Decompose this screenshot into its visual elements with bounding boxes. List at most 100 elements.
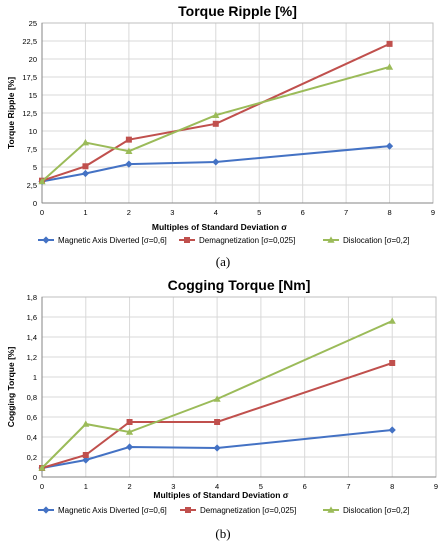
legend-marker: [185, 507, 191, 513]
series-3: [38, 317, 396, 471]
x-axis-label: Multiples of Standard Deviation σ: [153, 490, 288, 500]
data-point: [386, 40, 393, 47]
legend-marker: [184, 237, 190, 243]
data-point: [125, 428, 134, 435]
data-point: [212, 158, 220, 166]
legend-item: Magnetic Axis Diverted [σ=0,6]: [38, 506, 167, 515]
legend-marker: [327, 236, 335, 243]
data-point: [212, 111, 220, 118]
y-tick-label: 25: [29, 19, 37, 28]
data-point: [385, 63, 394, 70]
y-tick-label: 12,5: [22, 109, 37, 118]
legend-marker: [42, 236, 50, 244]
data-point: [125, 147, 133, 154]
x-tick-label: 0: [40, 482, 44, 491]
legend-marker: [42, 506, 50, 514]
y-tick-label: 0,2: [27, 453, 37, 462]
data-point: [82, 420, 90, 427]
data-point: [213, 444, 221, 452]
y-tick-label: 1,2: [27, 353, 37, 362]
data-point: [125, 443, 134, 451]
x-tick-label: 7: [344, 208, 348, 217]
y-tick-label: 0,8: [27, 393, 37, 402]
data-point: [385, 142, 394, 150]
y-tick-label: 1,8: [27, 293, 37, 302]
x-tick-label: 9: [431, 208, 435, 217]
x-tick-label: 6: [301, 208, 305, 217]
x-tick-label: 2: [127, 482, 131, 491]
x-tick-label: 3: [171, 482, 175, 491]
x-tick-label: 1: [83, 208, 87, 217]
x-tick-label: 3: [170, 208, 174, 217]
y-tick-label: 20: [29, 55, 37, 64]
legend-item: Dislocation [σ=0,2]: [323, 506, 410, 515]
y-tick-label: 0,6: [27, 413, 37, 422]
plot-area: 0 0,2 0,4 0,6 0,8 1 1,2 1,4 1,6 1,8 0 1 2 3 4 5 6 7 8 9: [27, 293, 439, 491]
y-tick-label: 1,4: [27, 333, 37, 342]
plot-frame: [41, 296, 437, 478]
data-point: [82, 452, 89, 458]
data-point: [388, 317, 396, 324]
x-tick-label: 5: [259, 482, 263, 491]
y-tick-label: 1: [33, 373, 37, 382]
y-axis-label: Cogging Torque [%]: [6, 347, 16, 428]
x-tick-label: 0: [40, 208, 44, 217]
y-tick-label: 17,5: [22, 73, 37, 82]
torque-ripple-chart: 0 2,5 5 7,5 10 12,5 15 17,5 20 22,5 25 0 1 2 3 4 5 6 7 8 9 T…: [6, 3, 435, 269]
legend-label: Demagnetization [σ=0,025]: [200, 506, 296, 515]
y-tick-label: 0: [33, 473, 37, 482]
data-point: [126, 419, 133, 425]
data-point: [82, 163, 89, 170]
data-point: [38, 464, 46, 471]
x-tick-label: 8: [390, 482, 394, 491]
y-tick-label: 22,5: [22, 37, 37, 46]
legend: Magnetic Axis Diverted [σ=0,6] Demagneti…: [38, 236, 410, 245]
legend-item: Dislocation [σ=0,2]: [323, 236, 410, 245]
x-tick-label: 8: [387, 208, 391, 217]
y-tick-label: 1,6: [27, 313, 37, 322]
y-tick-label: 10: [29, 127, 37, 136]
plot-area: 0 2,5 5 7,5 10 12,5 15 17,5 20 22,5 25 0 1 2 3 4 5 6 7 8 9: [22, 19, 435, 217]
data-point: [213, 395, 221, 402]
chart-title: Torque Ripple [%]: [178, 3, 297, 19]
y-tick-label: 0: [33, 199, 37, 208]
data-point: [82, 456, 90, 464]
series-3: [38, 63, 394, 185]
y-tick-label: 0,4: [27, 433, 37, 442]
x-tick-label: 1: [84, 482, 88, 491]
y-tick-label: 5: [33, 163, 37, 172]
legend-item: Magnetic Axis Diverted [σ=0,6]: [38, 236, 167, 245]
x-tick-label: 4: [215, 482, 219, 491]
y-axis-label: Torque Ripple [%]: [6, 77, 16, 149]
legend-label: Magnetic Axis Diverted [σ=0,6]: [58, 236, 167, 245]
legend-label: Magnetic Axis Diverted [σ=0,6]: [58, 506, 167, 515]
x-tick-label: 2: [127, 208, 131, 217]
data-point: [214, 419, 221, 425]
data-point: [38, 177, 46, 185]
y-tick-label: 2,5: [27, 181, 37, 190]
x-tick-label: 6: [303, 482, 307, 491]
data-point: [389, 360, 396, 366]
legend-label: Dislocation [σ=0,2]: [343, 236, 410, 245]
legend-marker: [327, 506, 335, 513]
figure-caption: (a): [216, 254, 230, 269]
x-tick-label: 5: [257, 208, 261, 217]
data-point: [212, 120, 219, 127]
y-tick-label: 7,5: [27, 145, 37, 154]
y-tick-label: 15: [29, 91, 37, 100]
cogging-torque-chart: 0 0,2 0,4 0,6 0,8 1 1,2 1,4 1,6 1,8 0 1 2 3 4 5 6 7 8 9 Cog…: [6, 277, 439, 541]
data-point: [388, 426, 396, 434]
chart-title: Cogging Torque [Nm]: [168, 277, 311, 293]
x-tick-label: 7: [346, 482, 350, 491]
legend-item: Demagnetization [σ=0,025]: [179, 236, 295, 245]
data-point: [81, 138, 90, 146]
legend-label: Dislocation [σ=0,2]: [343, 506, 410, 515]
data-point: [81, 169, 90, 178]
legend-item: Demagnetization [σ=0,025]: [180, 506, 296, 515]
data-point: [125, 160, 133, 168]
x-tick-label: 9: [434, 482, 438, 491]
x-tick-label: 4: [214, 208, 218, 217]
legend: Magnetic Axis Diverted [σ=0,6] Demagneti…: [38, 506, 410, 515]
x-axis-label: Multiples of Standard Deviation σ: [152, 222, 287, 232]
